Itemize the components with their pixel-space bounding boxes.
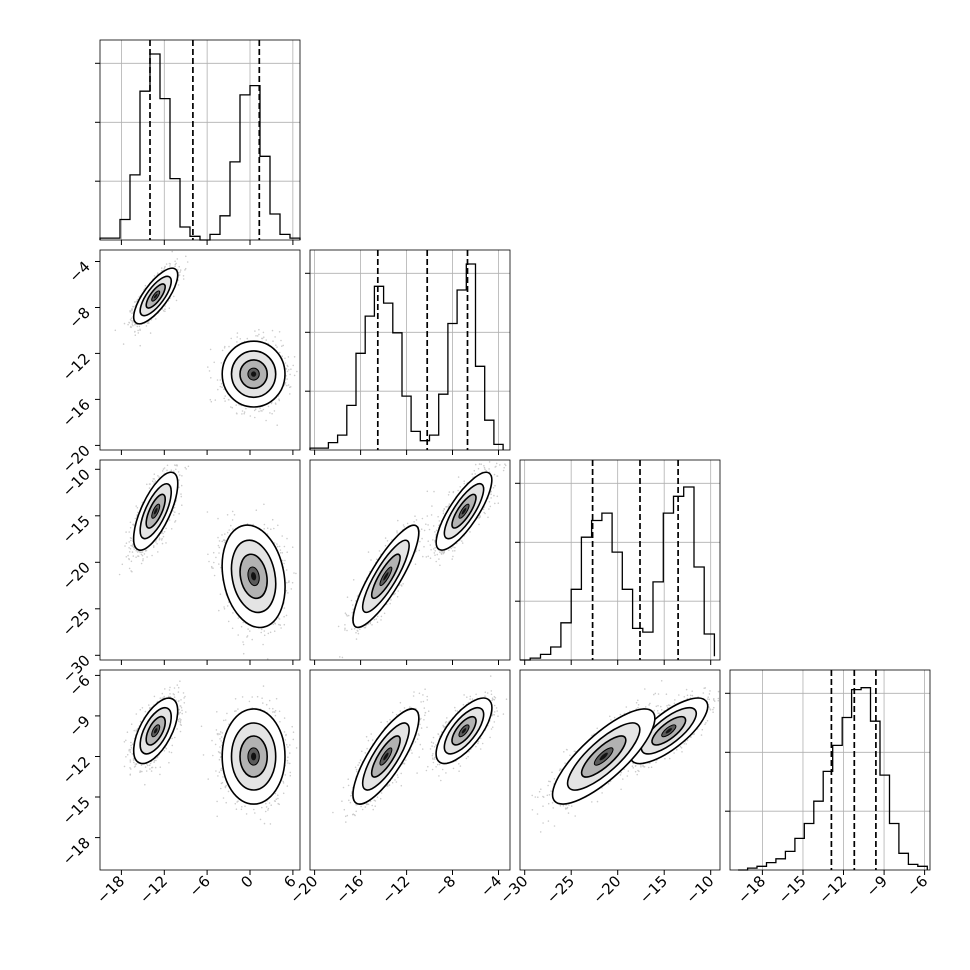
x-tick-label: −15 [636,872,671,907]
density-peak [251,371,257,377]
panel-frame [519,459,721,661]
density-peak [153,293,158,299]
panel-frame [729,669,931,871]
panel-frame [99,669,301,871]
density-peak [153,728,158,734]
panel-2-1 [309,459,511,661]
y-tick-label: −9 [65,712,93,740]
x-tick-label: −20 [589,872,624,907]
y-tick-label: −8 [65,304,93,332]
y-tick-label: −12 [59,753,94,788]
density-peak [461,508,467,515]
x-tick-label: −12 [136,872,171,907]
histogram-panel-2 [515,459,721,661]
x-tick-label: −30 [496,872,531,907]
x-tick-label: −8 [431,872,459,900]
histogram-outline [738,687,928,871]
panel-3-2 [519,669,721,871]
panel-frame [99,459,301,661]
panel-2-0 [99,459,301,661]
panel-frame [99,39,301,241]
y-tick-label: −12 [59,350,94,385]
x-tick-label: 0 [237,872,256,891]
histogram-outline [309,263,504,450]
x-tick-label: −12 [378,872,413,907]
x-tick-label: −6 [186,872,214,900]
y-tick-label: −15 [59,512,94,547]
panel-frame [309,459,511,661]
x-tick-label: −18 [734,872,769,907]
y-tick-label: −16 [59,396,94,431]
x-tick-label: −10 [682,872,717,907]
x-tick-label: −9 [863,872,891,900]
panel-1-0 [99,249,301,451]
y-tick-label: −18 [59,834,94,869]
y-tick-label: −15 [59,793,94,828]
panel-3-1 [309,669,511,871]
panel-3-0 [99,669,301,871]
histogram-outline [520,486,716,661]
panel-frame [519,669,721,871]
histogram-outline [99,53,301,241]
y-tick-label: −25 [59,605,94,640]
y-tick-label: −4 [65,258,93,286]
histogram-panel-0 [95,39,301,241]
x-tick-label: −16 [332,872,367,907]
density-peak [665,728,672,734]
y-tick-label: −10 [59,465,94,500]
density-peak [461,728,467,734]
x-tick-label: −6 [903,872,931,900]
panel-frame [309,249,511,451]
panel-frame [99,249,301,451]
x-tick-label: −12 [815,872,850,907]
x-tick-label: −25 [543,872,578,907]
histogram-panel-1 [305,249,511,451]
histogram-panel-3 [725,669,931,871]
density-peak [383,572,389,581]
panel-frame [309,669,511,871]
density-peak [251,572,257,581]
density-peak [153,507,158,515]
density-peak [599,752,608,761]
y-tick-label: −20 [59,558,94,593]
density-peak [383,752,389,761]
x-tick-label: −18 [93,872,128,907]
x-tick-label: −15 [775,872,810,907]
density-peak [251,752,257,761]
